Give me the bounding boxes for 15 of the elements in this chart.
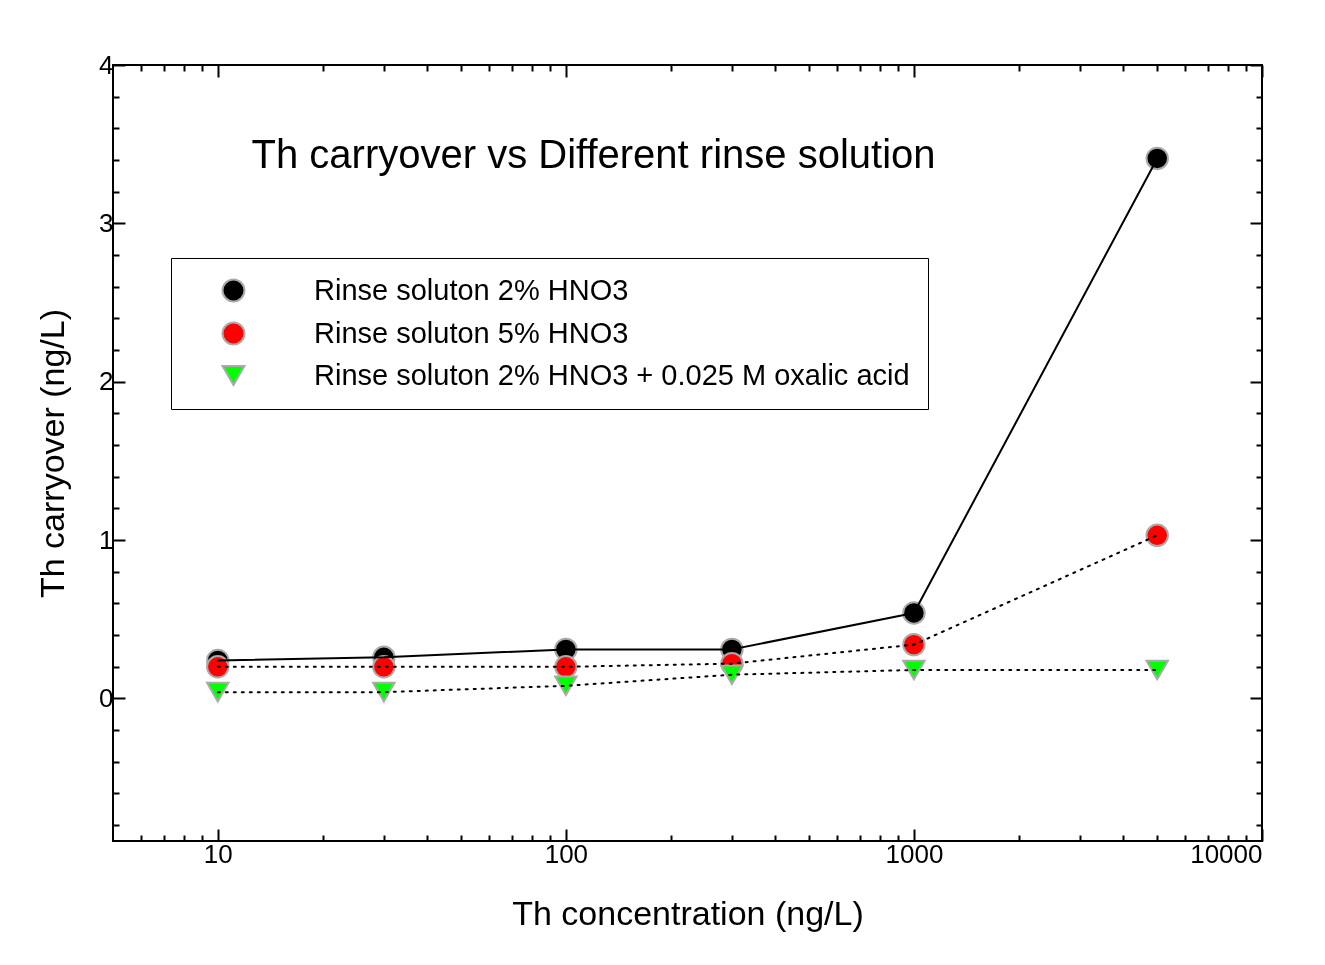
x-tick-label: 100	[544, 838, 589, 869]
legend-label: Rinse soluton 2% HNO3 + 0.025 M oxalic acid	[314, 358, 910, 391]
x-axis-title: Th concentration (ng/L)	[512, 893, 864, 932]
y-tick-label: 2	[99, 366, 114, 397]
x-tick-label: 1000	[885, 838, 944, 869]
y-tick-label: 4	[99, 49, 114, 80]
legend-label: Rinse soluton 5% HNO3	[314, 316, 629, 349]
text: Th carryover vs Different rinse solution	[251, 132, 936, 176]
y-tick-label: 3	[99, 207, 114, 238]
legend-label: Rinse soluton 2% HNO3	[314, 273, 629, 306]
y-axis-title: Th carryover (ng/L)	[33, 308, 72, 599]
y-tick-label: 0	[99, 682, 114, 713]
x-tick-label: 10000	[1190, 838, 1263, 869]
y-tick-label: 1	[99, 524, 114, 555]
x-tick-label: 10	[203, 838, 233, 869]
